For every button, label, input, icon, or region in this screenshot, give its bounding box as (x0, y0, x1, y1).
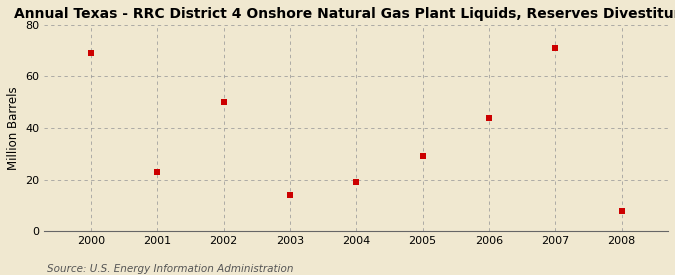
Point (86, 51, 97, 56)
Point (616, 208, 627, 213)
Point (483, 116, 494, 120)
Point (285, 193, 296, 197)
Point (152, 170, 163, 174)
Point (417, 154, 428, 159)
Y-axis label: Million Barrels: Million Barrels (7, 86, 20, 170)
Title: Annual Texas - RRC District 4 Onshore Natural Gas Plant Liquids, Reserves Divest: Annual Texas - RRC District 4 Onshore Na… (14, 7, 675, 21)
Point (218, 100, 229, 104)
Point (550, 46, 561, 50)
Point (351, 180, 362, 185)
Text: Source: U.S. Energy Information Administration: Source: U.S. Energy Information Administ… (47, 264, 294, 274)
